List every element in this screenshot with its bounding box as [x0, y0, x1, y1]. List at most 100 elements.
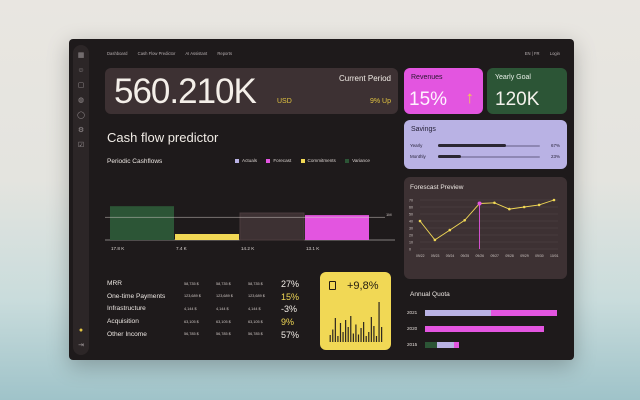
metric-amount: 4,144 $ — [184, 306, 197, 311]
quota-year: 2020 — [407, 326, 418, 331]
savings-label: Savings — [411, 126, 436, 133]
quota-year: 2021 — [407, 310, 418, 315]
annual-quota-title: Annual Quota — [410, 291, 450, 298]
growth-bar — [357, 334, 360, 342]
nav-cash-flow-predictor[interactable]: Cash Flow Predictor — [137, 51, 176, 56]
login-link[interactable]: Login — [549, 51, 560, 56]
forecast-preview-card: Forescast Preview 0 10 20 30 40 50 60 70 09/22 09… — [404, 177, 567, 279]
yearly-goal-value: 120K — [495, 89, 540, 110]
nav-dashboard[interactable]: Dashboard — [107, 51, 128, 56]
y-tick-label: 10 — [409, 240, 413, 244]
legend-item[interactable]: Actuals — [235, 158, 257, 163]
periodic-cashflows-title: Periodic Cashflows — [107, 158, 163, 165]
arrow-up-icon: ↑ — [465, 88, 475, 107]
metric-percent: 9% — [281, 317, 295, 328]
savings-row-yearly: Yearly 67% — [410, 143, 560, 148]
table-row[interactable]: One-time Payments 123,689 $ 123,689 $ 123,6… — [107, 292, 307, 305]
savings-card: Savings Yearly 67% Monthly 23% — [404, 120, 567, 169]
quota-row: 2021 — [407, 309, 567, 317]
table-row[interactable]: Infrastructure 4,144 $ 4,144 $ 4,144 $ -3% — [107, 304, 307, 317]
metric-name: Acquisition — [107, 318, 139, 326]
forecast-line-chart: 0 10 20 30 40 50 60 70 09/22 09/23 09/24 09/25 09/26… — [409, 198, 559, 258]
data-point — [508, 207, 511, 211]
bar-value-label: 7.4 K — [176, 246, 188, 251]
table-row[interactable]: Acquisition 63,105 $ 63,105 $ 63,105 $ 9% — [107, 317, 307, 330]
growth-bar — [370, 317, 372, 342]
page-title: Cash flow predictor — [107, 130, 219, 145]
yearly-goal-label: Yearly Goal — [495, 74, 531, 81]
language-switch[interactable]: EN | FR — [524, 51, 540, 56]
quota-segment — [425, 310, 491, 316]
growth-bar — [368, 332, 370, 342]
legend-label: Commitments — [307, 158, 336, 163]
chart-bar — [110, 206, 174, 240]
y-tick-label: 70 — [409, 198, 413, 202]
quota-row: 2015 — [407, 341, 567, 349]
yearly-goal-card[interactable]: Yearly Goal 120K — [487, 68, 567, 114]
users-icon[interactable]: ☺ — [77, 67, 85, 74]
revenues-card[interactable]: Revenues 15% ↑ — [404, 68, 483, 114]
legend-item[interactable]: Forecast — [266, 158, 291, 163]
y-tick-label: 30 — [409, 226, 413, 230]
x-tick-label: 09/27 — [490, 254, 499, 258]
current-period-label: Current Period — [338, 74, 391, 83]
settings-icon[interactable]: ⚙ — [77, 127, 85, 134]
growth-bar — [350, 316, 352, 342]
box-icon[interactable]: ▢ — [77, 82, 85, 89]
current-period-value: 560.210K — [114, 72, 257, 111]
data-point — [522, 205, 526, 209]
growth-value: +9,8% — [347, 280, 379, 292]
legend-swatch — [300, 158, 305, 163]
growth-bar — [381, 327, 383, 342]
logout-icon[interactable]: ⇥ — [78, 342, 84, 349]
data-point — [418, 219, 422, 223]
chart-bar — [239, 212, 305, 241]
globe-icon[interactable]: ◍ — [77, 97, 85, 104]
grid-icon[interactable]: ▦ — [77, 52, 85, 59]
quota-segment — [436, 342, 455, 348]
bar-value-label: 14.2 K — [241, 246, 255, 251]
y-tick-label: 0 — [409, 247, 411, 251]
metric-name: One-time Payments — [107, 292, 166, 300]
table-row[interactable]: Other Income 56,785 $ 56,785 $ 56,785 $ 57% — [107, 330, 307, 343]
bar-value-label: 17.8 K — [111, 246, 125, 251]
legend-item[interactable]: Commitments — [300, 158, 336, 163]
metric-amount: 4,144 $ — [248, 306, 261, 311]
legend-item[interactable]: Variance — [345, 158, 370, 163]
metric-amount: 58,735 $ — [248, 281, 263, 286]
x-tick-label: 09/23 — [431, 254, 440, 258]
metric-amount: 58,735 $ — [184, 281, 199, 286]
periodic-cashflows-chart: 17.8 K 7.4 K 14.2 K 13.1 K 1M — [105, 206, 395, 251]
y-tick-label: 40 — [409, 219, 413, 223]
data-point — [552, 198, 556, 202]
currency-label: USD — [277, 98, 292, 105]
savings-row-value: 67% — [550, 143, 560, 148]
data-point — [493, 201, 496, 205]
data-point — [463, 219, 466, 222]
savings-fill — [438, 155, 462, 158]
metric-amount: 63,105 $ — [216, 319, 231, 324]
nav-ai-assistant[interactable]: AI Assistant — [185, 51, 208, 56]
avatar-icon[interactable]: ● — [78, 327, 84, 334]
nav-reports[interactable]: Reports — [217, 51, 233, 56]
legend-swatch — [345, 158, 350, 163]
cashflow-legend: Actuals Forecast Commitments Variance — [235, 158, 378, 163]
growth-card: +9,8% — [320, 272, 391, 350]
table-row[interactable]: MRR 58,735 $ 58,735 $ 58,735 $ 27% — [107, 279, 307, 292]
quota-row: 2020 — [407, 325, 567, 333]
growth-bar — [329, 335, 331, 342]
x-tick-label: 09/22 — [416, 254, 425, 258]
growth-bar — [347, 327, 349, 342]
growth-bar — [345, 320, 347, 342]
forecast-preview-title: Forescast Preview — [410, 184, 464, 191]
savings-row-value: 23% — [550, 154, 560, 159]
growth-bar — [373, 326, 375, 342]
growth-bar — [339, 323, 342, 342]
legend-label: Forecast — [273, 158, 292, 163]
chat-icon[interactable]: ◯ — [77, 112, 85, 119]
metric-name: Other Income — [107, 330, 147, 338]
savings-track — [438, 155, 540, 158]
check-icon[interactable]: ☑ — [77, 142, 85, 149]
x-tick-label: 09/29 — [520, 254, 529, 258]
y-tick-label: 60 — [409, 205, 413, 209]
